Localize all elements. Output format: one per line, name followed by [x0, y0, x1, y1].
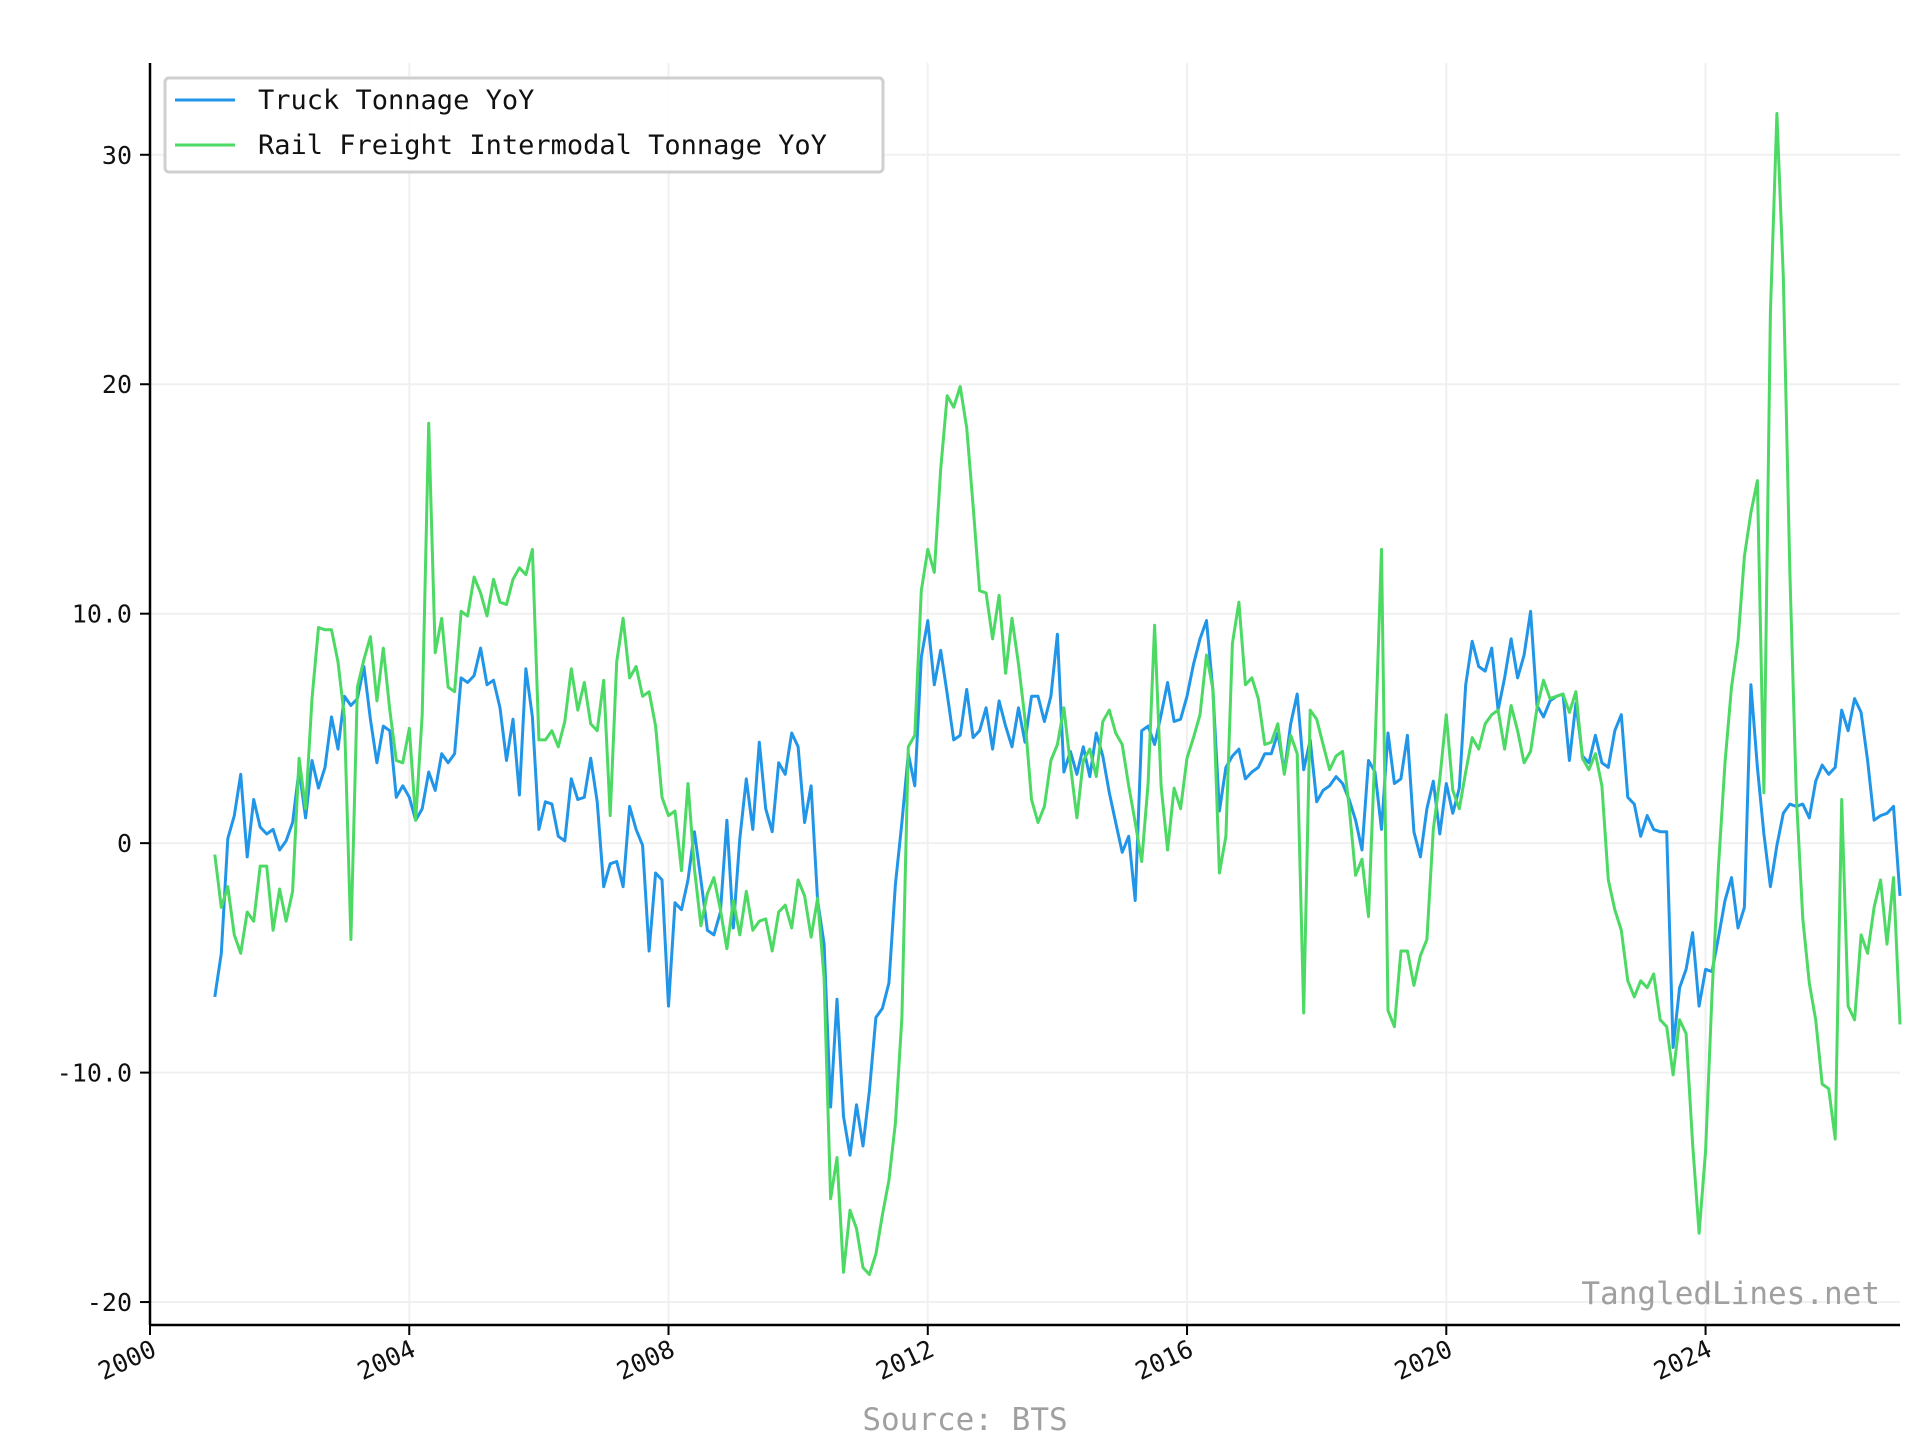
source-caption: Source: BTS [862, 1402, 1067, 1438]
axes [148, 63, 1900, 1327]
legend-box [163, 76, 885, 174]
x-tick-label: 2012 [871, 1334, 938, 1386]
y-tick-label: 0 [117, 829, 132, 858]
y-tick-label: 10.0 [72, 600, 132, 629]
x-tick-label: 2020 [1390, 1334, 1457, 1386]
legend-label-rail-intermodal: Rail Freight Intermodal Tonnage YoY [258, 130, 827, 161]
y-ticks: 30 20 10.0 0 -10.0 -20 [57, 141, 150, 1317]
y-tick-label: -20 [87, 1288, 132, 1317]
x-tick-label: 2000 [94, 1334, 161, 1386]
x-ticks: 2000 2004 2008 2012 2016 2020 2024 [94, 1325, 1716, 1386]
x-tick-label: 2024 [1649, 1334, 1716, 1386]
y-tick-label: 30 [102, 141, 132, 170]
grid-lines [149, 63, 1900, 1325]
y-tick-label: 20 [102, 370, 132, 399]
legend: Truck Tonnage YoY Rail Freight Intermoda… [163, 76, 885, 174]
y-tick-label: -10.0 [57, 1059, 132, 1088]
x-tick-label: 2008 [612, 1334, 679, 1386]
watermark-text: TangledLines.net [1581, 1276, 1880, 1312]
series-layer [213, 112, 1902, 1276]
x-tick-label: 2004 [353, 1334, 420, 1386]
x-tick-label: 2016 [1131, 1334, 1198, 1386]
series-line-truck-tonnage [213, 609, 1902, 1157]
legend-label-truck-tonnage: Truck Tonnage YoY [258, 85, 534, 116]
series-line-rail-intermodal [213, 112, 1902, 1276]
